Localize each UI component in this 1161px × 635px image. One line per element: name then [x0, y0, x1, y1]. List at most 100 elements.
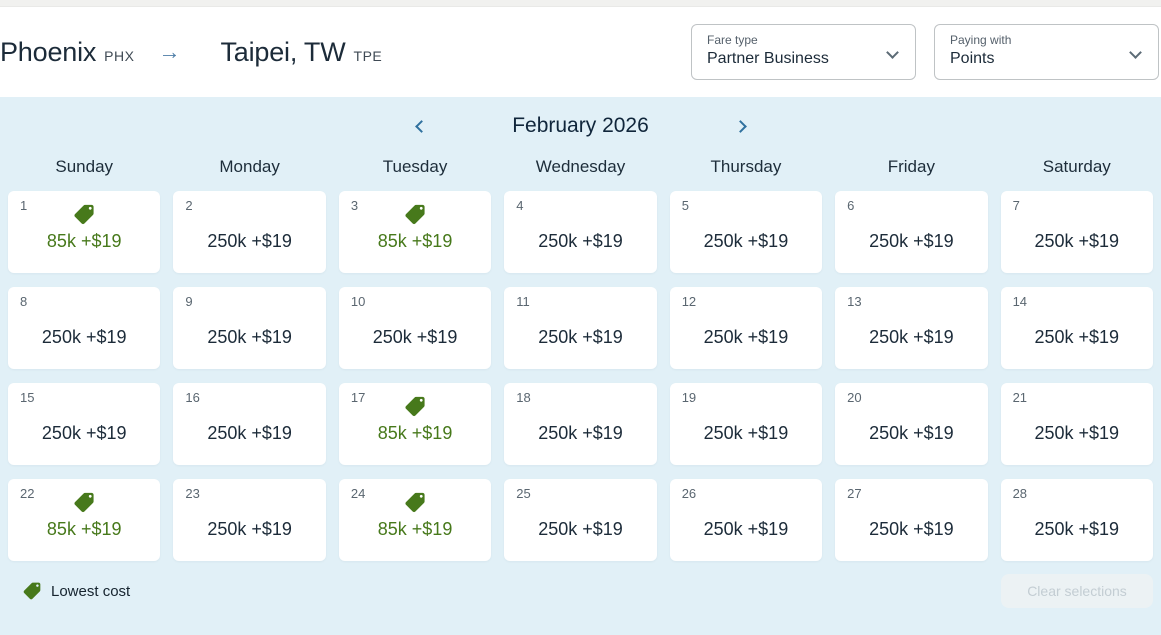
day-number: 2 — [185, 198, 193, 213]
day-price: 250k +$19 — [1034, 327, 1120, 347]
day-number: 14 — [1012, 294, 1028, 309]
day-price: 250k +$19 — [207, 231, 292, 251]
next-month-button[interactable] — [730, 116, 751, 137]
calendar-day-cell[interactable]: 19 250k +$19 — [669, 383, 823, 465]
day-price: 250k +$19 — [207, 423, 292, 443]
day-number: 9 — [185, 294, 193, 309]
calendar-day-cell[interactable]: 26 250k +$19 — [669, 479, 823, 561]
calendar-day-cell[interactable]: 3 85k +$19 — [338, 191, 492, 273]
day-price: 250k +$19 — [703, 327, 789, 347]
day-number: 17 — [350, 390, 366, 405]
calendar-day-cell[interactable]: 22 85k +$19 — [8, 479, 161, 561]
day-number: 3 — [350, 198, 359, 213]
lowest-cost-tag-icon — [74, 204, 94, 225]
day-of-week-label: Monday — [219, 157, 280, 176]
calendar-day-cell[interactable]: 16 250k +$19 — [173, 383, 326, 465]
day-price: 250k +$19 — [869, 231, 954, 251]
calendar-day-cell[interactable]: 1 85k +$19 — [8, 191, 161, 273]
day-number: 6 — [847, 198, 855, 213]
calendar-day-cell[interactable]: 10 250k +$19 — [338, 287, 492, 369]
calendar-day-cell[interactable]: 25 250k +$19 — [504, 479, 657, 561]
day-number: 12 — [681, 294, 697, 309]
day-price: 250k +$19 — [869, 519, 954, 539]
day-number: 22 — [20, 486, 35, 501]
month-navigation: February 2026 — [411, 109, 751, 143]
day-price: 85k +$19 — [46, 231, 122, 251]
calendar-day-cell[interactable]: 24 85k +$19 — [338, 479, 492, 561]
calendar-day-cell[interactable]: 2 250k +$19 — [173, 191, 326, 273]
paying-with-value: Points — [950, 50, 995, 67]
day-price: 85k +$19 — [46, 519, 122, 539]
day-number: 16 — [185, 390, 200, 405]
day-of-week-header-row: Sunday Monday Tuesday Wednesday Thursday Frid… — [0, 152, 1161, 191]
day-number: 18 — [516, 390, 531, 405]
day-price: 250k +$19 — [869, 327, 954, 347]
day-price: 250k +$19 — [538, 423, 623, 443]
day-price: 250k +$19 — [372, 327, 458, 347]
day-number: 13 — [847, 294, 862, 309]
chevron-left-icon — [414, 119, 428, 133]
lowest-cost-tag-icon — [23, 582, 41, 600]
day-number: 25 — [516, 486, 531, 501]
calendar-day-cell[interactable]: 21 250k +$19 — [1000, 383, 1153, 465]
day-number: 24 — [350, 486, 366, 501]
calendar-footer: Lowest cost Clear selections — [0, 561, 1161, 608]
day-price: 250k +$19 — [1034, 519, 1120, 539]
day-number: 20 — [847, 390, 862, 405]
calendar-day-cell[interactable]: 15 250k +$19 — [8, 383, 161, 465]
lowest-cost-tag-icon — [405, 396, 425, 417]
legend-label: Lowest cost — [51, 582, 131, 600]
calendar-day-cell[interactable]: 7 250k +$19 — [1000, 191, 1153, 273]
calendar-day-cell[interactable]: 6 250k +$19 — [835, 191, 988, 273]
calendar-day-cell[interactable]: 8 250k +$19 — [8, 287, 161, 369]
day-of-week-label: Tuesday — [382, 157, 448, 176]
fare-type-select[interactable]: Fare type Partner Business — [691, 24, 916, 80]
lowest-cost-tag-icon — [405, 492, 425, 513]
calendar-day-cell[interactable]: 18 250k +$19 — [504, 383, 657, 465]
calendar-day-cell[interactable]: 4 250k +$19 — [504, 191, 657, 273]
day-price: 250k +$19 — [703, 519, 789, 539]
calendar-day-cell[interactable]: 27 250k +$19 — [835, 479, 988, 561]
calendar-day-cell[interactable]: 5 250k +$19 — [669, 191, 823, 273]
destination-code: TPE — [353, 47, 383, 64]
day-price: 250k +$19 — [869, 423, 954, 443]
day-price: 250k +$19 — [538, 327, 623, 347]
origin-city: Phoenix — [0, 36, 97, 67]
clear-selections-button[interactable]: Clear selections — [1001, 574, 1153, 608]
day-of-week-label: Saturday — [1042, 157, 1111, 176]
day-price: 250k +$19 — [1034, 231, 1120, 251]
calendar-day-cell[interactable]: 20 250k +$19 — [835, 383, 988, 465]
day-number: 7 — [1012, 198, 1020, 213]
chevron-down-icon — [886, 46, 899, 59]
day-number: 21 — [1012, 390, 1028, 405]
calendar-day-cell[interactable]: 11 250k +$19 — [504, 287, 657, 369]
lowest-cost-tag-icon — [74, 492, 94, 513]
route-header: Phoenix PHX → Taipei, TW TPE Fare type P… — [0, 7, 1161, 97]
day-of-week-label: Sunday — [55, 157, 114, 176]
prev-month-button[interactable] — [411, 116, 432, 137]
legend-lowest-cost: Lowest cost — [22, 581, 130, 601]
calendar-day-cell[interactable]: 12 250k +$19 — [669, 287, 823, 369]
day-price: 250k +$19 — [207, 519, 292, 539]
day-price: 250k +$19 — [703, 423, 789, 443]
day-number: 11 — [516, 294, 530, 309]
day-of-week-label: Wednesday — [535, 157, 626, 176]
day-price: 250k +$19 — [538, 231, 623, 251]
calendar-day-cell[interactable]: 13 250k +$19 — [835, 287, 988, 369]
route-display: Phoenix PHX → Taipei, TW TPE — [0, 37, 382, 68]
calendar-day-cell[interactable]: 9 250k +$19 — [173, 287, 326, 369]
paying-with-select[interactable]: Paying with Points — [934, 24, 1159, 80]
calendar-day-cell[interactable]: 14 250k +$19 — [1000, 287, 1153, 369]
paying-with-label: Paying with — [950, 33, 1012, 47]
calendar-day-cell[interactable]: 17 85k +$19 — [338, 383, 492, 465]
day-price: 250k +$19 — [41, 327, 127, 347]
day-number: 15 — [20, 390, 35, 405]
calendar-day-cell[interactable]: 28 250k +$19 — [1000, 479, 1153, 561]
calendar-day-cell[interactable]: 23 250k +$19 — [173, 479, 326, 561]
day-number: 1 — [20, 198, 28, 213]
destination-city: Taipei, TW — [220, 36, 346, 67]
day-price: 250k +$19 — [1034, 423, 1120, 443]
day-price: 250k +$19 — [207, 327, 292, 347]
day-number: 10 — [350, 294, 366, 309]
